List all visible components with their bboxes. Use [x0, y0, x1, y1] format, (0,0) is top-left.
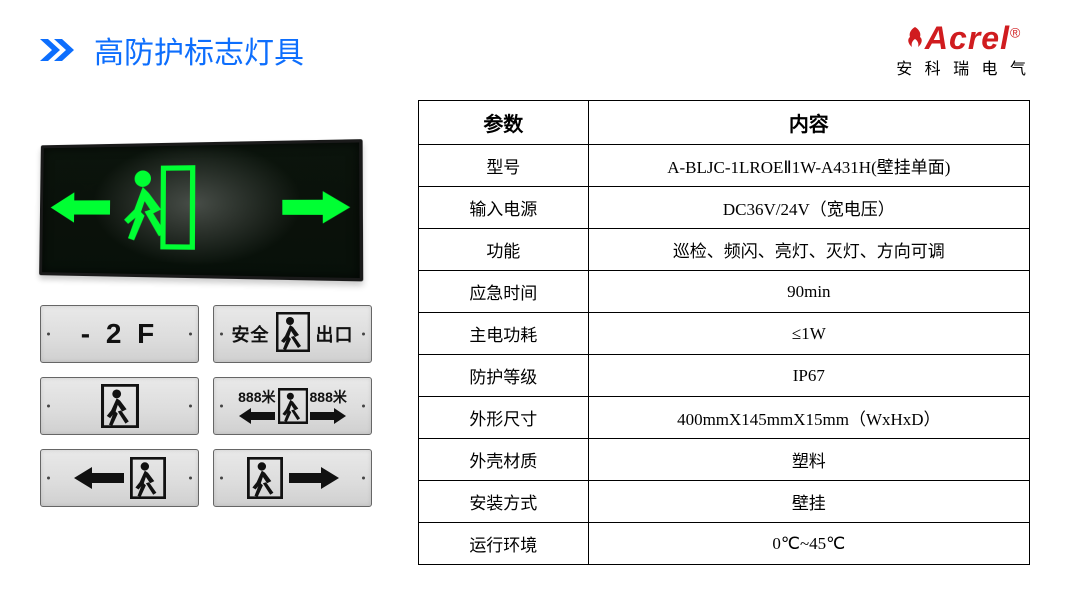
cell-value: 塑料	[588, 439, 1029, 481]
variant-grid: - 2 F 安全 出口	[40, 305, 372, 507]
cell-value: A-BLJC-1LROEⅡ1W-A431H(壁挂单面)	[588, 145, 1029, 187]
table-row: 防护等级IP67	[419, 355, 1030, 397]
variant-floor: - 2 F	[40, 305, 199, 363]
header-param: 参数	[419, 101, 589, 145]
arrow-right-icon	[282, 188, 350, 233]
cell-value: 巡检、频闪、亮灯、灭灯、方向可调	[588, 229, 1029, 271]
table-row: 型号A-BLJC-1LROEⅡ1W-A431H(壁挂单面)	[419, 145, 1030, 187]
table-row: 外形尺寸400mmX145mmX15mm（WxHxD）	[419, 397, 1030, 439]
cell-value: 壁挂	[588, 481, 1029, 523]
cell-param: 安装方式	[419, 481, 589, 523]
page-header: 高防护标志灯具	[40, 28, 304, 72]
arrow-left-icon	[50, 189, 110, 231]
safety-right-text: 出口	[316, 321, 354, 347]
cell-param: 防护等级	[419, 355, 589, 397]
cell-param: 型号	[419, 145, 589, 187]
cell-value: DC36V/24V（宽电压）	[588, 187, 1029, 229]
cell-value: ≤1W	[588, 313, 1029, 355]
mini-arrow-right-icon	[289, 465, 339, 491]
cell-value: 90min	[588, 271, 1029, 313]
cell-value: 400mmX145mmX15mm（WxHxD）	[588, 397, 1029, 439]
cell-param: 应急时间	[419, 271, 589, 313]
mini-exit-icon	[130, 457, 166, 499]
distance-right: 888米	[310, 387, 347, 407]
floor-label: - 2 F	[81, 318, 159, 350]
cell-value: IP67	[588, 355, 1029, 397]
table-row: 外壳材质塑料	[419, 439, 1030, 481]
mini-arrow-left-icon	[74, 465, 124, 491]
table-row: 应急时间90min	[419, 271, 1030, 313]
table-row: 功能巡检、频闪、亮灯、灭灯、方向可调	[419, 229, 1030, 271]
mini-exit-icon	[276, 312, 310, 357]
mini-arrow-right-icon	[310, 407, 346, 425]
cell-param: 功能	[419, 229, 589, 271]
safety-left-text: 安全	[232, 321, 270, 347]
brand-text: Acrel	[925, 20, 1010, 56]
table-row: 主电功耗≤1W	[419, 313, 1030, 355]
table-row: 安装方式壁挂	[419, 481, 1030, 523]
variant-distance: 888米 888米	[213, 377, 372, 435]
mini-exit-icon	[278, 388, 308, 424]
header-value: 内容	[588, 101, 1029, 145]
mini-exit-icon	[247, 457, 283, 499]
reg-mark: ®	[1010, 24, 1021, 40]
exit-man-icon	[113, 164, 201, 257]
brand-sub: 安 科 瑞 电 气	[896, 55, 1030, 79]
variant-left-arrow	[40, 449, 199, 507]
product-image-block: - 2 F 安全 出口	[40, 145, 360, 507]
variant-man-only	[40, 377, 199, 435]
spec-table: 参数 内容 型号A-BLJC-1LROEⅡ1W-A431H(壁挂单面)输入电源D…	[418, 100, 1030, 565]
cell-param: 外壳材质	[419, 439, 589, 481]
table-row: 运行环境0℃~45℃	[419, 523, 1030, 565]
mini-exit-icon	[101, 384, 139, 428]
table-header-row: 参数 内容	[419, 101, 1030, 145]
mini-arrow-left-icon	[239, 407, 275, 425]
brand-logo: Acrel® 安 科 瑞 电 气	[896, 20, 1030, 79]
page-title: 高防护标志灯具	[94, 28, 304, 72]
cell-value: 0℃~45℃	[588, 523, 1029, 565]
cell-param: 主电功耗	[419, 313, 589, 355]
variant-safety: 安全 出口	[213, 305, 372, 363]
main-sign	[39, 139, 363, 281]
cell-param: 输入电源	[419, 187, 589, 229]
table-row: 输入电源DC36V/24V（宽电压）	[419, 187, 1030, 229]
brand-name: Acrel®	[896, 20, 1030, 57]
cell-param: 外形尺寸	[419, 397, 589, 439]
distance-left: 888米	[238, 387, 275, 407]
cell-param: 运行环境	[419, 523, 589, 565]
variant-right-arrow	[213, 449, 372, 507]
chevron-icon	[40, 35, 80, 65]
